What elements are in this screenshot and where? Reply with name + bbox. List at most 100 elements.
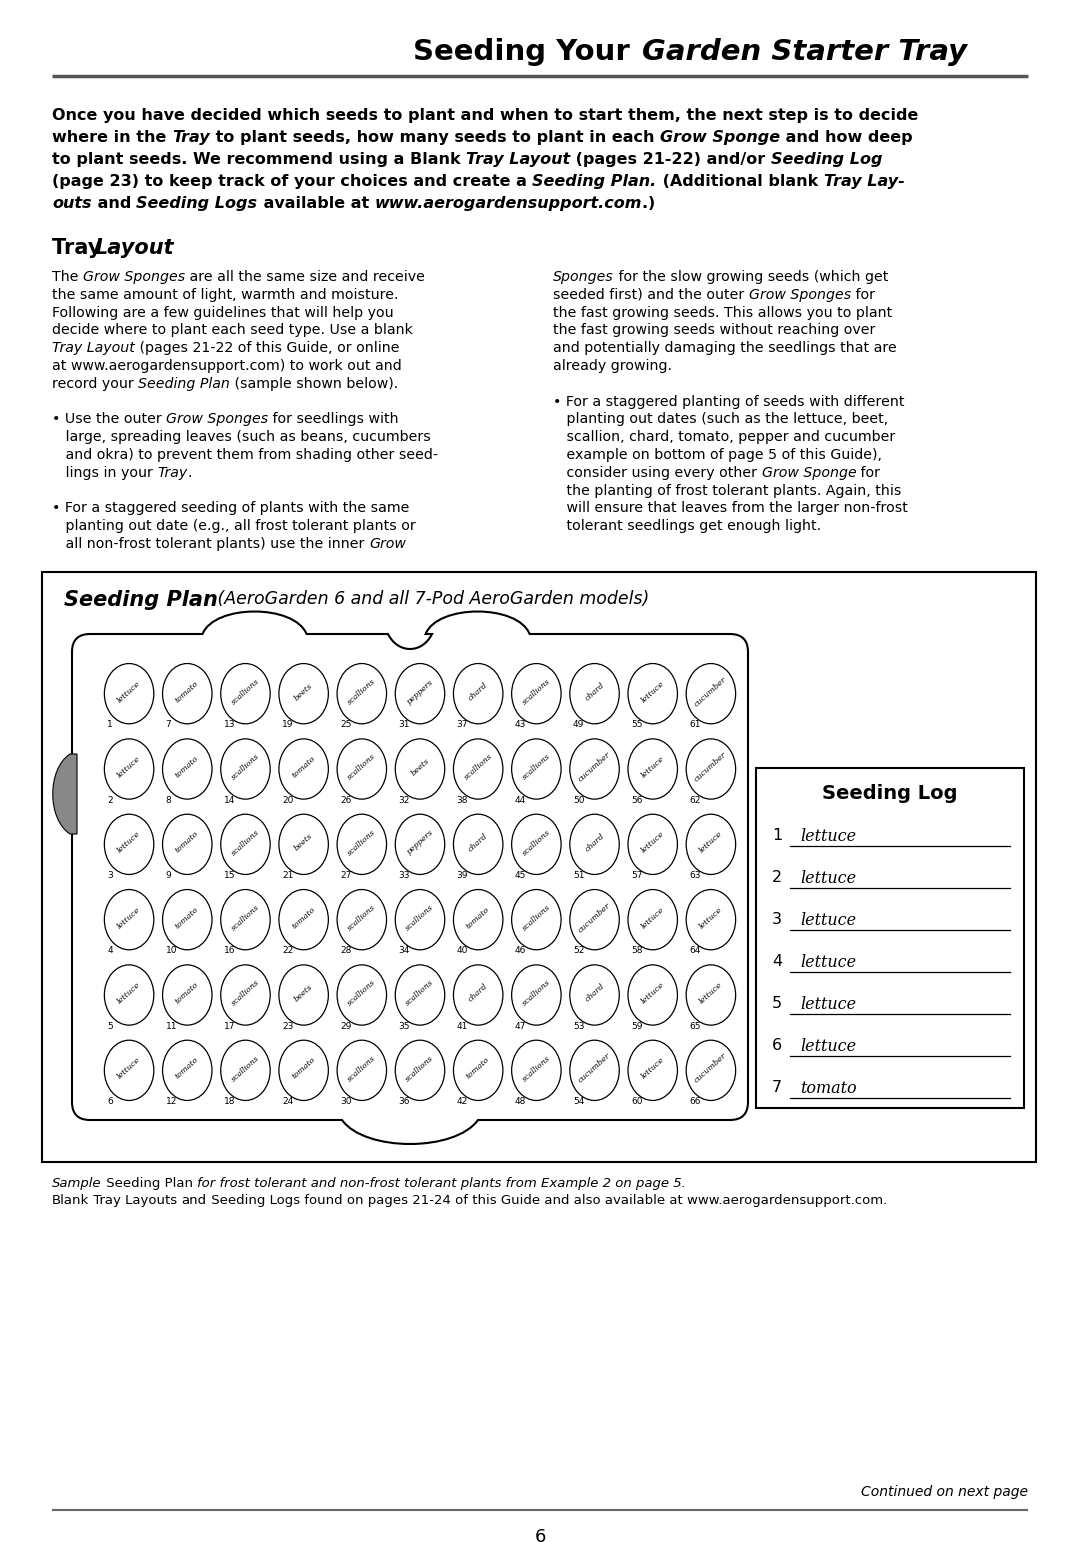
Text: 33: 33 [399,871,409,880]
Ellipse shape [454,1041,503,1101]
Ellipse shape [395,965,445,1025]
Ellipse shape [395,739,445,799]
Ellipse shape [512,814,562,874]
Text: to plant seeds, how many seeds to plant in each: to plant seeds, how many seeds to plant … [210,130,660,145]
Text: 46: 46 [514,947,526,954]
Text: lettuce: lettuce [639,905,666,930]
Text: 47: 47 [514,1021,526,1030]
Text: 59: 59 [631,1021,643,1030]
Text: 7: 7 [772,1079,782,1095]
Text: for frost tolerant and non-frost tolerant plants from Example 2 on page 5.: for frost tolerant and non-frost toleran… [197,1177,686,1190]
Text: lettuce: lettuce [698,830,724,854]
Text: scallions: scallions [230,828,261,857]
Text: .: . [188,466,192,480]
Text: 24: 24 [282,1096,293,1106]
Text: scallions: scallions [230,1053,261,1082]
Text: tomato: tomato [174,754,201,780]
Text: cucumber: cucumber [577,751,612,783]
Text: tomato: tomato [174,830,201,854]
Text: 39: 39 [457,871,468,880]
Text: 28: 28 [340,947,351,954]
Text: 53: 53 [572,1021,584,1030]
Text: 60: 60 [631,1096,643,1106]
Text: tomato: tomato [464,1056,491,1081]
Text: Seeding Plan: Seeding Plan [138,376,230,390]
Text: 36: 36 [399,1096,409,1106]
Text: planting out date (e.g., all frost tolerant plants or: planting out date (e.g., all frost toler… [52,520,416,534]
Text: scallions: scallions [230,752,261,782]
Ellipse shape [105,739,153,799]
Text: lettuce: lettuce [116,830,143,854]
Text: peppers: peppers [405,828,435,856]
Text: scallions: scallions [404,978,435,1007]
Ellipse shape [279,663,328,723]
Text: Tray: Tray [52,237,109,258]
Text: 49: 49 [572,720,584,729]
Text: tomato: tomato [174,678,201,705]
Text: 9: 9 [165,871,172,880]
Text: Sponges: Sponges [553,270,613,284]
Text: lettuce: lettuce [800,1038,856,1055]
Text: 22: 22 [282,947,293,954]
Text: and okra) to prevent them from shading other seed-: and okra) to prevent them from shading o… [52,449,438,463]
Text: 44: 44 [514,796,526,805]
Ellipse shape [686,814,735,874]
Text: beets: beets [409,757,431,777]
Text: chard: chard [583,682,606,703]
Ellipse shape [279,965,328,1025]
Text: all non-frost tolerant plants) use the inner: all non-frost tolerant plants) use the i… [52,537,369,550]
Text: Sample: Sample [52,1177,102,1190]
Text: tolerant seedlings get enough light.: tolerant seedlings get enough light. [553,520,821,534]
Text: to plant seeds. We recommend using a Blank: to plant seeds. We recommend using a Bla… [52,153,467,167]
Text: 16: 16 [224,947,235,954]
Text: lettuce: lettuce [639,680,666,705]
Ellipse shape [105,1041,153,1101]
Text: 42: 42 [457,1096,468,1106]
Text: Seeding Plan.: Seeding Plan. [532,174,657,190]
Ellipse shape [627,663,677,723]
Bar [756,768,1024,1109]
Text: Blank: Blank [52,1194,90,1207]
Text: 13: 13 [224,720,235,729]
Text: lettuce: lettuce [116,981,143,1005]
Text: (AeroGarden 6 and all 7-Pod AeroGarden models): (AeroGarden 6 and all 7-Pod AeroGarden m… [212,591,649,608]
Text: (page 23) to keep track of your choices and create a: (page 23) to keep track of your choices … [52,174,532,190]
Ellipse shape [627,739,677,799]
Text: Seeding Your: Seeding Your [414,39,640,66]
Ellipse shape [395,1041,445,1101]
Ellipse shape [279,814,328,874]
Text: 29: 29 [340,1021,351,1030]
Text: 2: 2 [772,870,782,885]
Text: found on pages 21-24 of this Guide and also available at www.aerogardensupport.c: found on pages 21-24 of this Guide and a… [300,1194,887,1207]
Ellipse shape [337,965,387,1025]
Text: lettuce: lettuce [116,754,143,779]
Text: for seedlings with: for seedlings with [268,412,399,427]
Text: (pages 21-22 of this Guide, or online: (pages 21-22 of this Guide, or online [135,341,400,355]
Text: 50: 50 [572,796,584,805]
Text: lings in your: lings in your [52,466,158,480]
Text: lettuce: lettuce [800,911,856,928]
Ellipse shape [570,814,619,874]
Text: Grow: Grow [369,537,406,550]
Text: 12: 12 [165,1096,177,1106]
Ellipse shape [337,814,387,874]
Text: scallions: scallions [521,904,552,933]
Ellipse shape [512,890,562,950]
Text: 21: 21 [282,871,294,880]
Text: scallions: scallions [521,677,552,706]
Text: the fast growing seeds. This allows you to plant: the fast growing seeds. This allows you … [553,305,892,319]
Text: Seeding Logs: Seeding Logs [206,1194,300,1207]
Text: 32: 32 [399,796,409,805]
Text: • For a staggered planting of seeds with different: • For a staggered planting of seeds with… [553,395,905,409]
Text: 25: 25 [340,720,351,729]
Ellipse shape [570,739,619,799]
Text: will ensure that leaves from the larger non-frost: will ensure that leaves from the larger … [553,501,908,515]
Ellipse shape [512,739,562,799]
Text: 4: 4 [107,947,113,954]
Text: 23: 23 [282,1021,294,1030]
Text: beets: beets [293,833,314,853]
Ellipse shape [220,739,270,799]
Text: already growing.: already growing. [553,359,672,373]
Text: scallions: scallions [521,1053,552,1082]
Text: 1: 1 [107,720,113,729]
